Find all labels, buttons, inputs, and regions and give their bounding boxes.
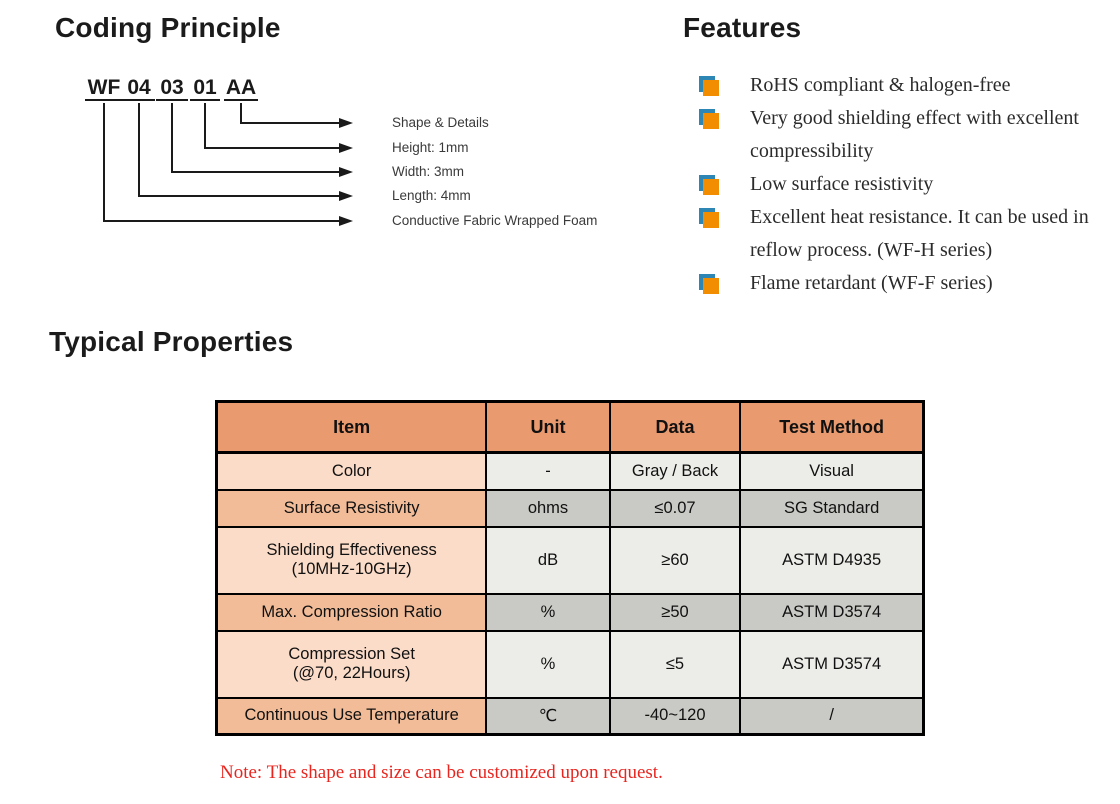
code-segment-01: 01 bbox=[190, 76, 220, 101]
cell-item: Color bbox=[215, 451, 488, 491]
typical-properties-title: Typical Properties bbox=[49, 326, 294, 357]
typical-properties-table: Item Unit Data Test Method Color - Gray … bbox=[215, 400, 925, 736]
feature-item: Low surface resistivity bbox=[699, 168, 1099, 201]
table-row-max-compression-ratio: Max. Compression Ratio % ≥50 ASTM D3574 bbox=[215, 592, 925, 632]
cell-item: Compression Set (@70, 22Hours) bbox=[215, 629, 488, 699]
feature-text: Low surface resistivity bbox=[750, 173, 934, 195]
cell-data: ≤5 bbox=[608, 629, 742, 699]
table-row-continuous-use-temperature: Continuous Use Temperature ℃ -40~120 / bbox=[215, 696, 925, 736]
cell-unit: ohms bbox=[485, 488, 611, 528]
feature-item: Very good shielding effect with excellen… bbox=[699, 102, 1099, 168]
feature-item: Excellent heat resistance. It can be use… bbox=[699, 201, 1099, 267]
code-segment-03: 03 bbox=[156, 76, 188, 101]
cell-test-method: SG Standard bbox=[739, 488, 925, 528]
label-width: Width: 3mm bbox=[392, 164, 465, 179]
cell-test-method: ASTM D3574 bbox=[739, 629, 925, 699]
code-segment-aa: AA bbox=[224, 76, 258, 101]
coding-principle-title: Coding Principle bbox=[55, 12, 281, 43]
cell-data: ≤0.07 bbox=[608, 488, 742, 528]
label-length: Length: 4mm bbox=[392, 188, 471, 203]
header-data: Data bbox=[608, 400, 742, 454]
cell-unit: % bbox=[485, 629, 611, 699]
cell-test-method: ASTM D3574 bbox=[739, 592, 925, 632]
coding-diagram: WF 04 03 01 AA Shape & Details Height: 1… bbox=[0, 0, 680, 260]
cell-test-method: / bbox=[739, 696, 925, 736]
square-bullet-icon bbox=[699, 208, 719, 228]
cell-unit: % bbox=[485, 592, 611, 632]
arrowhead-icons bbox=[339, 118, 353, 226]
feature-text: Very good shielding effect with excellen… bbox=[750, 107, 1079, 162]
header-test-method: Test Method bbox=[739, 400, 925, 454]
table-row-shielding-effectiveness: Shielding Effectiveness (10MHz-10GHz) dB… bbox=[215, 525, 925, 595]
table-header-row: Item Unit Data Test Method bbox=[215, 400, 925, 454]
table-row-compression-set: Compression Set (@70, 22Hours) % ≤5 ASTM… bbox=[215, 629, 925, 699]
cell-item: Max. Compression Ratio bbox=[215, 592, 488, 632]
header-unit: Unit bbox=[485, 400, 611, 454]
cell-test-method: Visual bbox=[739, 451, 925, 491]
features-title: Features bbox=[683, 12, 802, 43]
cell-data: ≥60 bbox=[608, 525, 742, 595]
code-segment-wf: WF bbox=[85, 76, 123, 101]
cell-data: -40~120 bbox=[608, 696, 742, 736]
cell-item: Shielding Effectiveness (10MHz-10GHz) bbox=[215, 525, 488, 595]
table-row-color: Color - Gray / Back Visual bbox=[215, 451, 925, 491]
label-shape-details: Shape & Details bbox=[392, 115, 489, 130]
cell-unit: dB bbox=[485, 525, 611, 595]
label-height: Height: 1mm bbox=[392, 140, 469, 155]
cell-item: Continuous Use Temperature bbox=[215, 696, 488, 736]
customization-note: Note: The shape and size can be customiz… bbox=[220, 762, 663, 783]
table-row-surface-resistivity: Surface Resistivity ohms ≤0.07 SG Standa… bbox=[215, 488, 925, 528]
feature-text: Excellent heat resistance. It can be use… bbox=[750, 206, 1089, 261]
coding-diagram-lines bbox=[103, 103, 353, 226]
feature-text: RoHS compliant & halogen-free bbox=[750, 74, 1011, 96]
square-bullet-icon bbox=[699, 274, 719, 294]
square-bullet-icon bbox=[699, 76, 719, 96]
cell-unit: - bbox=[485, 451, 611, 491]
cell-data: ≥50 bbox=[608, 592, 742, 632]
cell-unit: ℃ bbox=[485, 696, 611, 736]
features-list: RoHS compliant & halogen-free Very good … bbox=[699, 69, 1099, 300]
cell-data: Gray / Back bbox=[608, 451, 742, 491]
code-segment-04: 04 bbox=[123, 76, 155, 101]
feature-item: RoHS compliant & halogen-free bbox=[699, 69, 1099, 102]
header-item: Item bbox=[215, 400, 488, 454]
label-material: Conductive Fabric Wrapped Foam bbox=[392, 213, 598, 228]
cell-item: Surface Resistivity bbox=[215, 488, 488, 528]
square-bullet-icon bbox=[699, 109, 719, 129]
cell-test-method: ASTM D4935 bbox=[739, 525, 925, 595]
feature-text: Flame retardant (WF-F series) bbox=[750, 272, 993, 294]
feature-item: Flame retardant (WF-F series) bbox=[699, 267, 1099, 300]
square-bullet-icon bbox=[699, 175, 719, 195]
